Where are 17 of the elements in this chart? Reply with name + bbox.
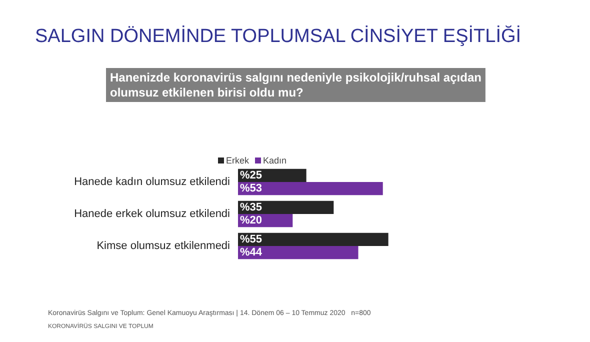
data-label: %44 <box>240 246 263 259</box>
legend-label: Erkek <box>226 156 250 166</box>
data-label: %53 <box>240 182 262 195</box>
data-label: %55 <box>240 233 262 246</box>
y-tick-label: Hanede kadın olumsuz etkilendi <box>74 176 230 188</box>
chart-title: SALGIN DÖNEMİNDE TOPLUMSAL CİNSİYET EŞİTLİĞİ <box>35 25 522 47</box>
bar <box>238 246 358 260</box>
bar <box>238 200 334 214</box>
bar <box>238 232 388 246</box>
data-label: %35 <box>240 201 262 214</box>
data-label: %25 <box>240 169 262 182</box>
y-tick-label: Kimse olumsuz etkilenmedi <box>96 240 230 252</box>
bar <box>238 182 383 196</box>
y-tick-label: Hanede erkek olumsuz etkilendi <box>74 208 230 220</box>
chart-subtitle: Hanenizde koronavirüs salgını nedeniyle psikolojik/ruhsal açıdan olumsuz etkilenen birisi oldu mu? <box>110 70 482 100</box>
legend-label: Kadın <box>263 156 287 166</box>
data-label: %20 <box>240 214 262 227</box>
